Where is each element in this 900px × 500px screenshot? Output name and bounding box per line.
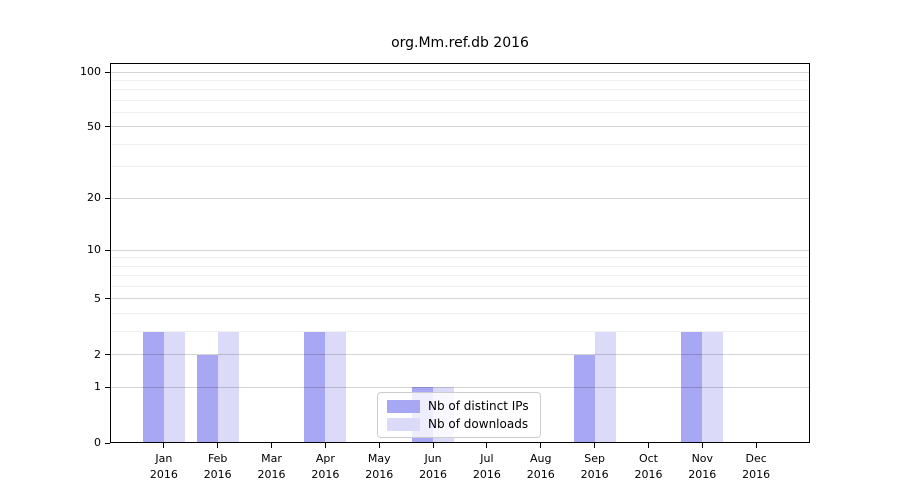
minor-gridline [110, 143, 810, 145]
bar [196, 354, 218, 443]
y-tick-label: 10 [87, 243, 101, 257]
minor-gridline [110, 99, 810, 101]
y-tick-label: 100 [80, 65, 101, 79]
y-tick-label: 20 [87, 191, 101, 205]
major-gridline [110, 249, 810, 251]
bar [304, 331, 326, 443]
major-gridline [110, 71, 810, 73]
legend: Nb of distinct IPs Nb of downloads [377, 392, 541, 438]
major-gridline [110, 354, 810, 356]
y-tick-label: 2 [94, 347, 101, 361]
minor-gridline [110, 286, 810, 288]
x-tick-mark [324, 443, 326, 448]
x-tick-mark [486, 443, 488, 448]
x-tick-label: Aug 2016 [526, 452, 555, 481]
chart-title: org.Mm.ref.db 2016 [391, 35, 529, 51]
x-tick-label: Mar 2016 [257, 452, 286, 481]
minor-gridline [110, 331, 810, 333]
bar [573, 354, 595, 443]
x-tick-label: May 2016 [365, 452, 394, 481]
y-tick-label: 50 [87, 119, 101, 133]
bar [325, 331, 347, 443]
x-tick-mark [647, 443, 649, 448]
bar [681, 331, 703, 443]
x-tick-label: Jun 2016 [419, 452, 448, 481]
bar [142, 331, 164, 443]
y-tick-mark [105, 249, 110, 251]
legend-label-downloads: Nb of downloads [428, 417, 529, 431]
minor-gridline [110, 166, 810, 168]
x-tick-mark [755, 443, 757, 448]
y-tick-mark [105, 197, 110, 199]
x-tick-mark [378, 443, 380, 448]
legend-item-downloads: Nb of downloads [387, 417, 540, 431]
y-tick-label: 1 [94, 380, 101, 394]
x-tick-mark [217, 443, 219, 448]
x-tick-label: Dec 2016 [742, 452, 771, 481]
y-tick-mark [105, 298, 110, 300]
major-gridline [110, 197, 810, 199]
x-tick-label: Jan 2016 [149, 452, 178, 481]
legend-item-distinct-ips: Nb of distinct IPs [387, 399, 540, 413]
major-gridline [110, 298, 810, 300]
minor-gridline [110, 275, 810, 277]
y-tick-mark [105, 442, 110, 444]
x-tick-label: Nov 2016 [688, 452, 717, 481]
legend-swatch-downloads [387, 417, 420, 431]
bar [594, 331, 616, 443]
y-tick-mark [105, 71, 110, 73]
legend-swatch-distinct-ips [387, 399, 420, 413]
x-tick-label: Sep 2016 [580, 452, 609, 481]
minor-gridline [110, 112, 810, 114]
minor-gridline [110, 313, 810, 315]
x-tick-mark [432, 443, 434, 448]
major-gridline [110, 386, 810, 388]
x-tick-label: Oct 2016 [634, 452, 663, 481]
x-tick-label: Jul 2016 [472, 452, 501, 481]
minor-gridline [110, 257, 810, 259]
bar [163, 331, 185, 443]
y-tick-mark [105, 354, 110, 356]
x-tick-label: Feb 2016 [203, 452, 232, 481]
minor-gridline [110, 265, 810, 267]
x-tick-mark [594, 443, 596, 448]
major-gridline [110, 126, 810, 128]
y-tick-mark [105, 386, 110, 388]
bar [217, 331, 239, 443]
bar [702, 331, 724, 443]
x-tick-mark [540, 443, 542, 448]
x-tick-mark [271, 443, 273, 448]
x-tick-label: Apr 2016 [311, 452, 340, 481]
x-tick-mark [163, 443, 165, 448]
x-tick-mark [701, 443, 703, 448]
minor-gridline [110, 89, 810, 91]
legend-label-distinct-ips: Nb of distinct IPs [428, 399, 529, 413]
y-tick-label: 5 [94, 291, 101, 305]
y-tick-mark [105, 126, 110, 128]
minor-gridline [110, 79, 810, 81]
y-tick-label: 0 [94, 436, 101, 449]
